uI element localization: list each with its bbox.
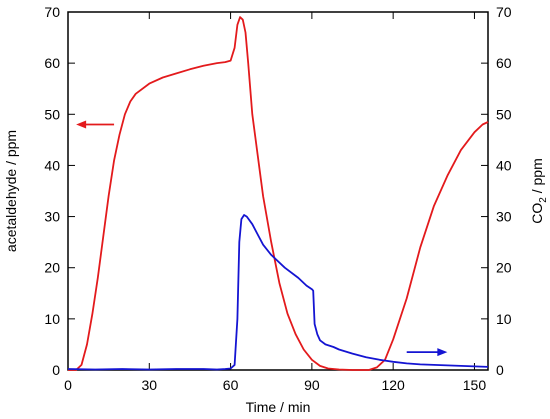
- arrow-left: [76, 120, 115, 129]
- axis-ticks: 0 30 60 90 120 150 0 10 20 30 40 50 60 70 0 10 20 30 40 50 6…: [44, 4, 511, 393]
- y-left-tick-label: 20: [44, 260, 60, 276]
- right-axis-title-main: CO: [529, 203, 545, 224]
- y-right-tick-label: 50: [496, 106, 512, 122]
- y-left-tick-label: 0: [52, 362, 60, 378]
- y-right-tick-label: 0: [496, 362, 504, 378]
- y-right-tick-label: 70: [496, 4, 512, 20]
- y-left-tick-label: 30: [44, 209, 60, 225]
- series-line-co2: [67, 214, 489, 371]
- y-right-tick-label: 20: [496, 260, 512, 276]
- left-axis-title: acetaldehyde / ppm: [3, 130, 19, 252]
- x-tick-label: 60: [223, 377, 239, 393]
- y-right-tick-label: 60: [496, 55, 512, 71]
- series-line-acetaldehyde: [68, 16, 489, 371]
- x-tick-label: 90: [304, 377, 320, 393]
- right-axis-title: CO2 / ppm: [529, 158, 549, 223]
- x-tick-label: 0: [64, 377, 72, 393]
- series-lines: [67, 16, 489, 371]
- x-axis-title: Time / min: [246, 399, 311, 415]
- y-left-tick-label: 70: [44, 4, 60, 20]
- y-left-tick-label: 10: [44, 311, 60, 327]
- y-right-tick-label: 10: [496, 311, 512, 327]
- y-left-tick-label: 40: [44, 157, 60, 173]
- plot-frame: [67, 11, 489, 371]
- y-left-tick-label: 50: [44, 106, 60, 122]
- x-tick-label: 150: [463, 377, 487, 393]
- axis-arrows: [76, 120, 448, 357]
- y-left-tick-label: 60: [44, 55, 60, 71]
- y-right-tick-label: 40: [496, 157, 512, 173]
- arrow-right: [406, 348, 448, 357]
- x-tick-label: 30: [142, 377, 158, 393]
- x-tick-label: 120: [381, 377, 405, 393]
- right-axis-title-subscript: 2: [538, 197, 549, 203]
- right-axis-title-tail: / ppm: [529, 158, 545, 197]
- y-right-tick-label: 30: [496, 209, 512, 225]
